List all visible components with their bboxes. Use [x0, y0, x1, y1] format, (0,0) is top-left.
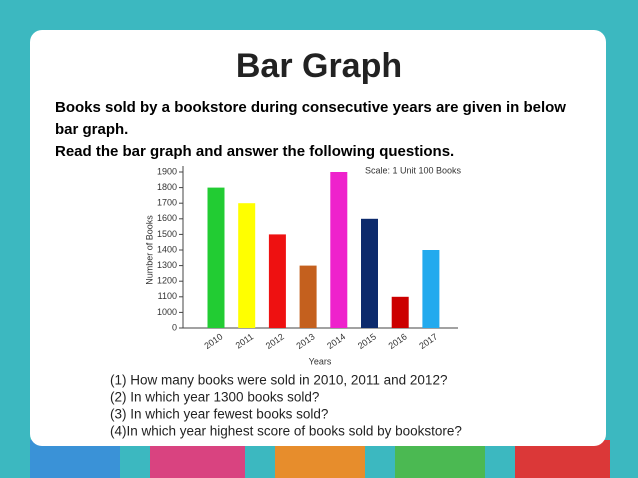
question: (1) How many books were sold in 2010, 20… — [110, 373, 447, 388]
annotation: Scale: 1 Unit 100 Books — [365, 165, 462, 175]
question: (2) In which year 1300 books sold? — [110, 390, 319, 405]
y-tick-label: 1500 — [157, 229, 177, 239]
y-tick-label: 1800 — [157, 182, 177, 192]
y-tick-label: 1100 — [158, 291, 177, 301]
bar — [361, 218, 378, 328]
question: (4)In which year highest score of books … — [110, 424, 462, 439]
bar — [299, 265, 317, 328]
decor-blocks — [30, 440, 610, 478]
bar — [268, 234, 286, 328]
y-tick-label: 1600 — [157, 213, 177, 223]
y-tick-label: 0 — [172, 322, 177, 332]
intro-line: bar graph. — [55, 121, 128, 138]
intro-line: Read the bar graph and answer the follow… — [55, 143, 454, 160]
intro-line: Books sold by a bookstore during consecu… — [55, 99, 566, 116]
y-tick-label: 1200 — [157, 276, 177, 286]
question: (3) In which year fewest books sold? — [110, 407, 328, 422]
y-tick-label: 1900 — [157, 166, 177, 176]
y-tick-label: 1700 — [157, 198, 177, 208]
y-tick-label: 1400 — [157, 244, 177, 254]
y-tick-label: 1000 — [157, 307, 177, 317]
bar — [391, 296, 409, 328]
bar — [207, 187, 225, 328]
x-axis-label: Years — [309, 356, 332, 366]
slide-title: Bar Graph — [236, 47, 402, 85]
bar — [422, 250, 440, 328]
bar — [330, 172, 348, 328]
y-axis-label: Number of Books — [144, 215, 154, 285]
y-tick-label: 1300 — [157, 260, 177, 270]
bar — [238, 203, 256, 328]
